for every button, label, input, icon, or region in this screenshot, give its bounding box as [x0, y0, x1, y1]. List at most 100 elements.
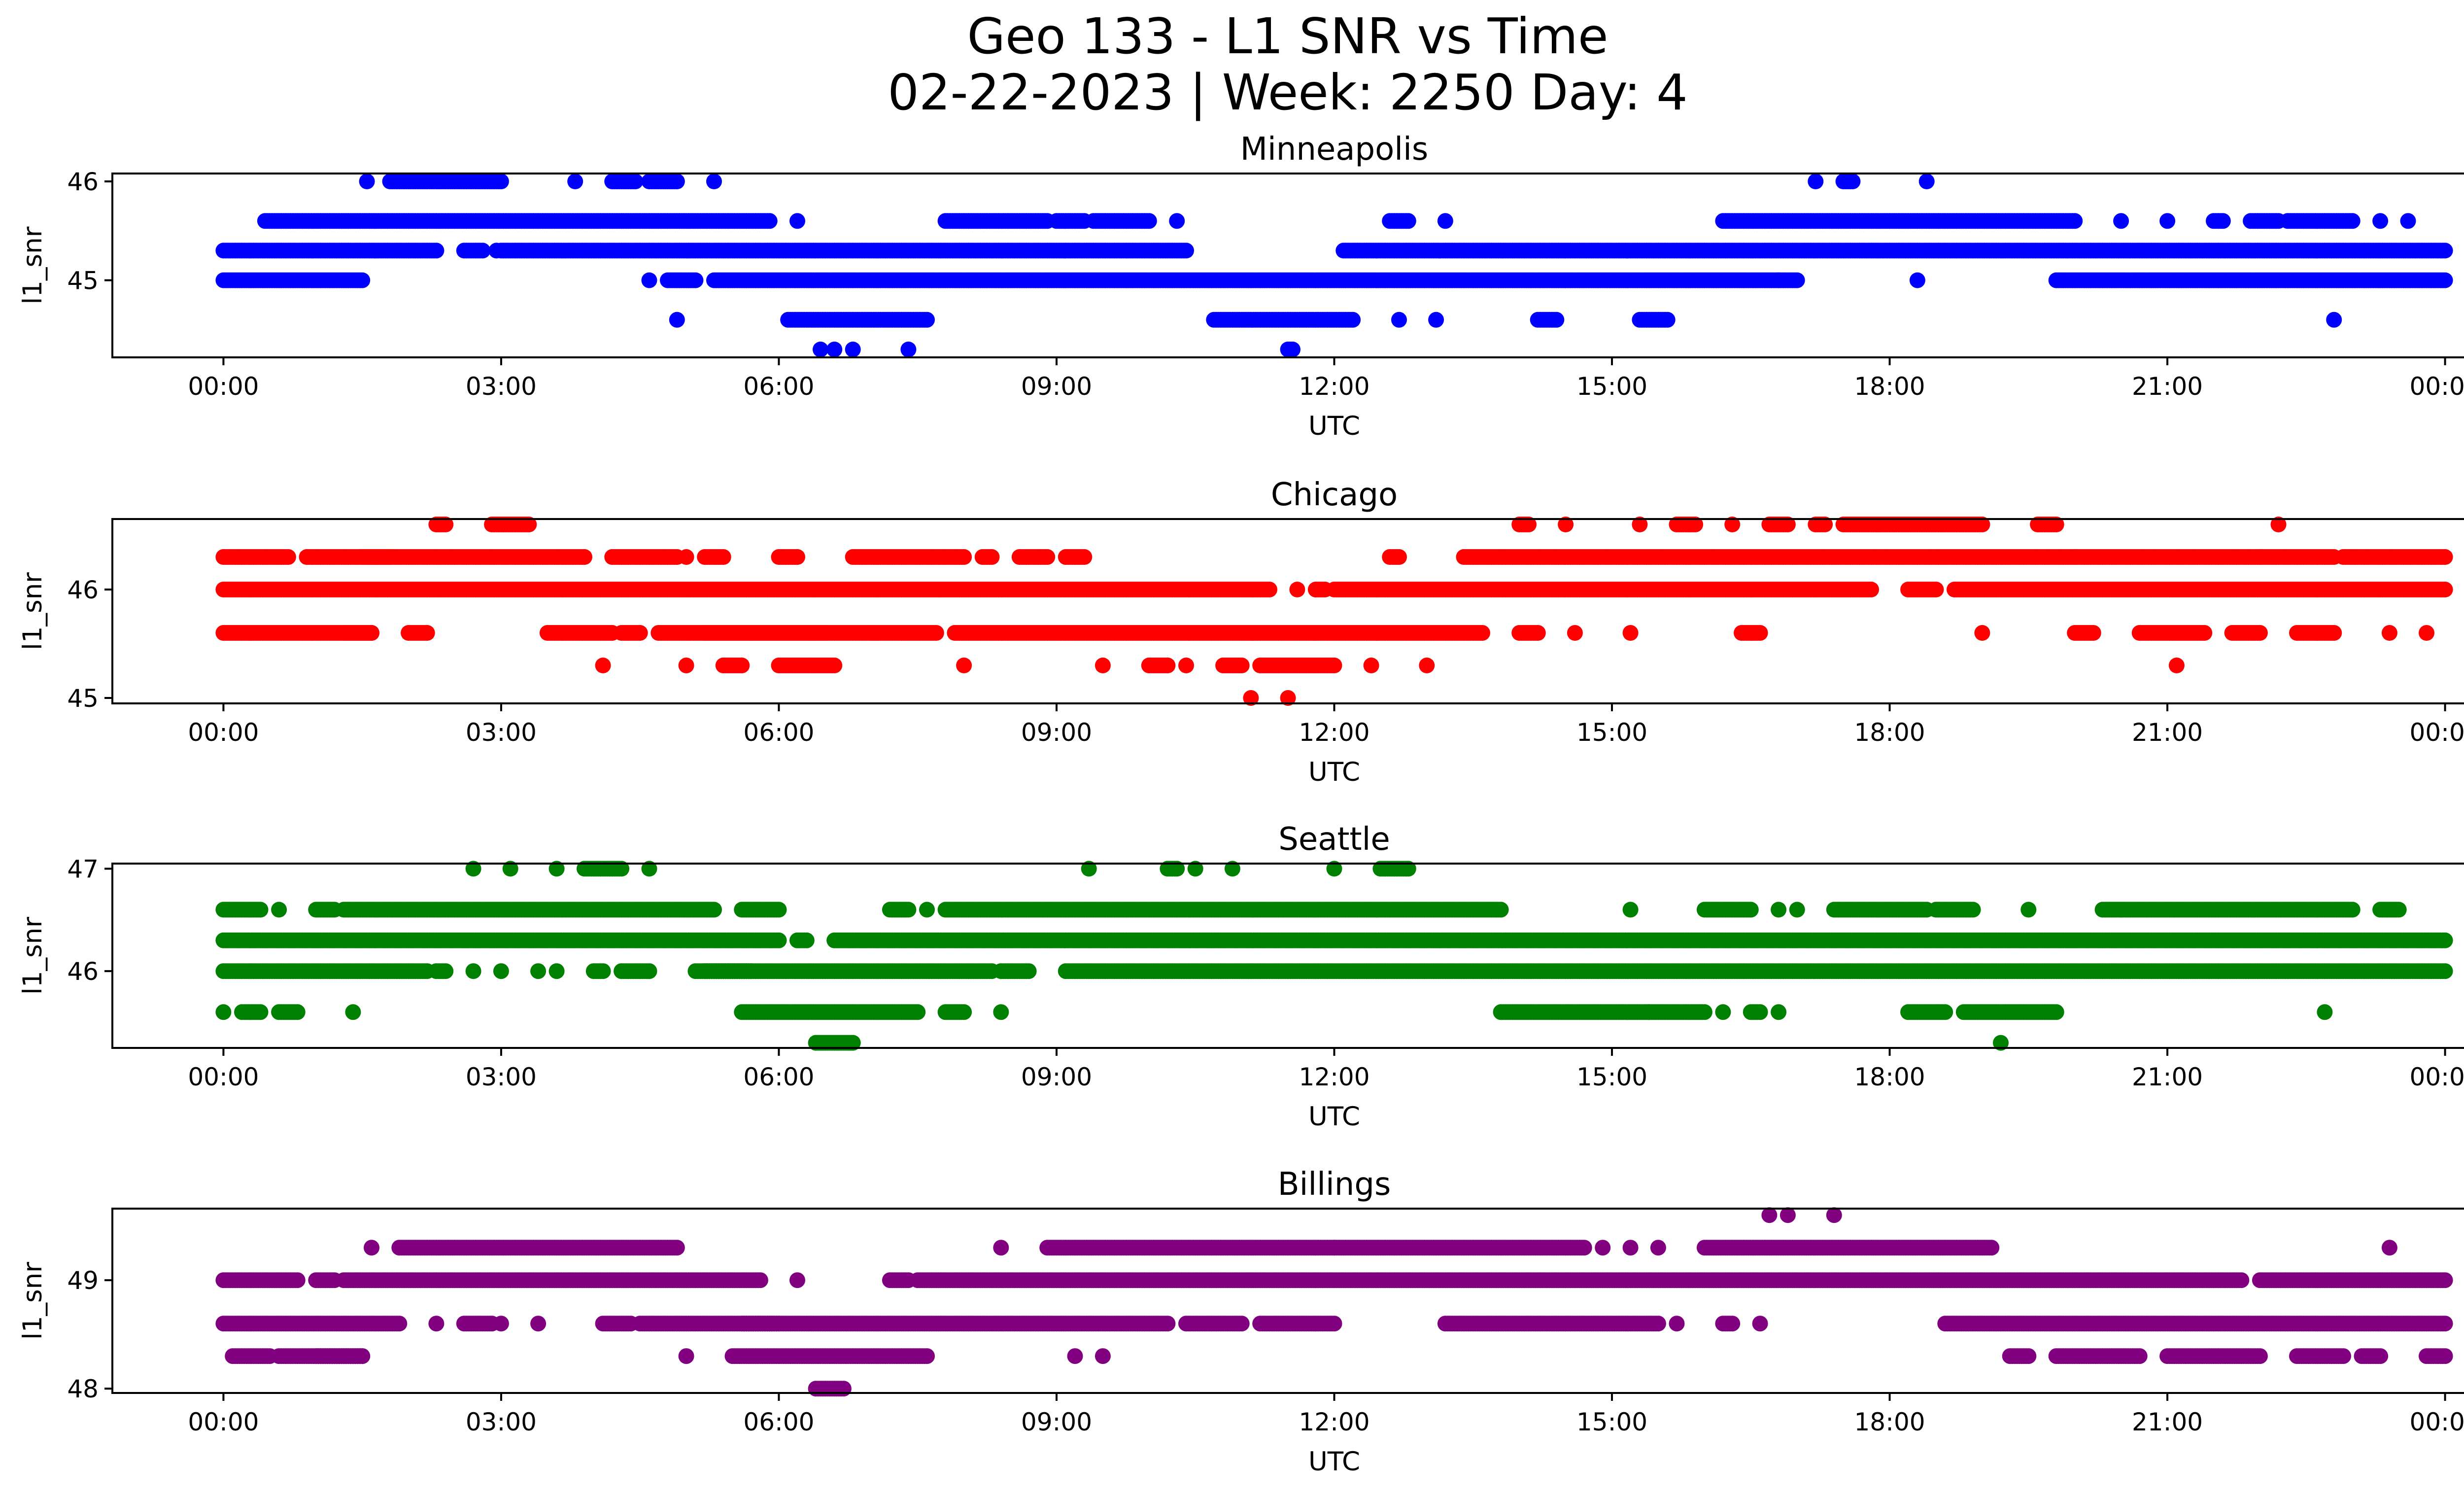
data-point: [734, 658, 750, 673]
data-point: [1285, 342, 1300, 357]
data-point: [1345, 312, 1361, 328]
data-point: [1141, 213, 1157, 229]
data-point: [669, 312, 685, 328]
data-point: [2215, 213, 2231, 229]
x-axis-label: UTC: [1308, 411, 1360, 441]
data-point: [2400, 213, 2416, 229]
data-point: [1918, 174, 1935, 189]
data-point: [1428, 312, 1444, 328]
data-point: [1363, 658, 1379, 673]
data-point: [2437, 272, 2453, 288]
data-point: [678, 549, 694, 565]
points-seattle: [215, 861, 2453, 1051]
plot-frame: [111, 173, 2464, 358]
x-tick-label: 06:00: [743, 718, 814, 747]
data-point: [956, 658, 972, 673]
data-point: [1326, 658, 1342, 673]
data-point: [826, 658, 843, 673]
data-point: [956, 549, 972, 565]
data-point: [1076, 549, 1093, 565]
data-point: [1289, 582, 1305, 597]
data-point: [984, 549, 1000, 565]
data-point: [1391, 549, 1407, 565]
data-point: [1863, 582, 1879, 597]
x-tick-label: 15:00: [1576, 718, 1647, 747]
data-point: [813, 342, 828, 357]
data-point: [1095, 658, 1111, 673]
data-point: [1567, 625, 1583, 641]
data-point: [641, 272, 657, 288]
data-point: [1400, 213, 1416, 229]
data-point: [2085, 625, 2101, 641]
data-point: [1178, 658, 1194, 673]
data-point: [1169, 213, 1185, 229]
x-tick-label: 00:00: [2410, 718, 2464, 747]
data-point: [364, 625, 379, 641]
x-tick-label: 12:00: [1299, 372, 1369, 401]
x-axis-label: UTC: [1308, 757, 1360, 787]
x-tick-label: 18:00: [1854, 372, 1925, 401]
x-tick-label: 00:00: [188, 718, 259, 747]
data-point: [826, 342, 843, 357]
data-point: [2381, 625, 2397, 641]
data-point: [919, 312, 935, 328]
x-tick-label: 00:00: [188, 372, 259, 401]
data-point: [2159, 213, 2176, 229]
data-point: [928, 625, 944, 641]
data-point: [2372, 213, 2389, 229]
data-point: [2437, 243, 2453, 259]
data-point: [845, 342, 861, 357]
data-point: [2437, 582, 2453, 597]
data-point: [1530, 625, 1546, 641]
data-point: [789, 549, 805, 565]
data-point: [1437, 213, 1453, 229]
data-point: [687, 272, 704, 288]
data-point: [2252, 625, 2268, 641]
data-point: [419, 625, 435, 641]
data-point: [1659, 312, 1676, 328]
data-point: [1808, 174, 1824, 189]
y-axis-label: l1_snr: [18, 226, 48, 304]
data-point: [252, 902, 269, 918]
data-point: [789, 213, 805, 229]
subplot-title: Minneapolis: [1240, 131, 1428, 168]
data-point: [1474, 625, 1490, 641]
x-tick-label: 00:00: [2410, 372, 2464, 401]
data-point: [900, 342, 917, 357]
x-tick-label: 18:00: [1854, 718, 1925, 747]
data-point: [1262, 582, 1277, 597]
data-point: [2067, 213, 2083, 229]
x-tick-label: 21:00: [2132, 372, 2203, 401]
data-point: [493, 174, 509, 189]
data-point: [595, 658, 611, 673]
y-tick-label: 46: [67, 168, 99, 196]
figure-title-line2: 02-22-2023 | Week: 2250 Day: 4: [888, 64, 1687, 121]
x-tick-label: 09:00: [1021, 372, 1092, 401]
data-point: [2326, 625, 2342, 641]
data-point: [1178, 243, 1194, 259]
data-point: [2196, 625, 2213, 641]
data-point: [2437, 549, 2453, 565]
plot-frame: [111, 518, 2464, 704]
data-point: [1789, 272, 1805, 288]
data-point: [632, 625, 648, 641]
y-axis-label: l1_snr: [18, 572, 48, 650]
x-tick-label: 12:00: [1299, 718, 1369, 747]
data-point: [1974, 625, 1990, 641]
data-point: [271, 902, 287, 918]
points-chicago: [215, 517, 2453, 706]
y-tick-label: 46: [67, 576, 99, 604]
data-point: [354, 272, 371, 288]
data-point: [706, 174, 722, 189]
data-point: [1391, 312, 1407, 328]
y-tick-label: 45: [67, 684, 99, 713]
data-point: [678, 658, 694, 673]
data-point: [1928, 582, 1944, 597]
x-tick-label: 03:00: [466, 718, 537, 747]
data-point: [715, 549, 731, 565]
subplot-title: Chicago: [1271, 477, 1398, 513]
data-point: [1845, 174, 1861, 189]
data-point: [359, 174, 375, 189]
